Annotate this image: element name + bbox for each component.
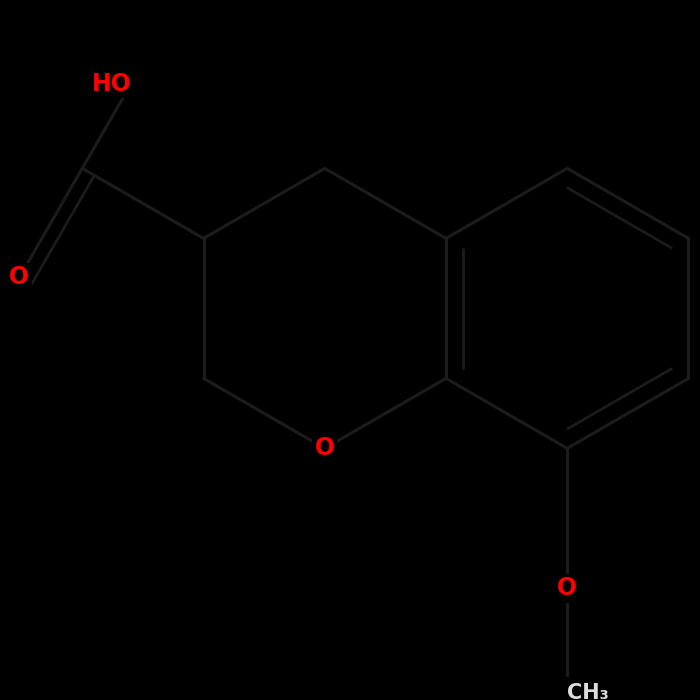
Text: O: O [557,576,578,601]
Text: HO: HO [92,71,132,95]
Text: O: O [315,436,335,461]
Text: O: O [9,265,29,290]
Text: CH₃: CH₃ [567,683,609,700]
